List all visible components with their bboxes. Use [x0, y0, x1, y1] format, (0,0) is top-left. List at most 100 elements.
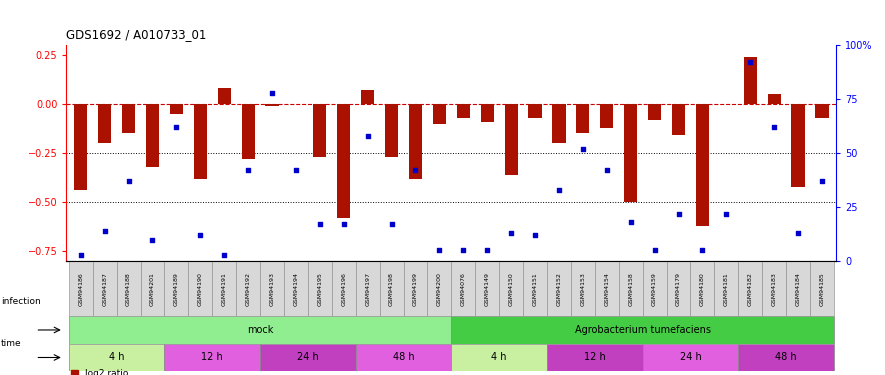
- FancyBboxPatch shape: [404, 261, 427, 316]
- Point: [528, 232, 543, 238]
- Text: GSM94183: GSM94183: [772, 272, 777, 306]
- Text: GSM94154: GSM94154: [604, 272, 609, 306]
- Point: [384, 221, 398, 227]
- Point: [648, 248, 662, 254]
- Legend: log2 ratio, percentile rank within the sample: log2 ratio, percentile rank within the s…: [71, 369, 238, 375]
- FancyBboxPatch shape: [165, 344, 260, 371]
- FancyBboxPatch shape: [212, 261, 236, 316]
- FancyBboxPatch shape: [284, 261, 308, 316]
- Text: GDS1692 / A010733_01: GDS1692 / A010733_01: [66, 28, 207, 41]
- Bar: [337, 104, 350, 218]
- FancyBboxPatch shape: [189, 261, 212, 316]
- Bar: [576, 104, 589, 134]
- Point: [408, 167, 422, 173]
- Point: [73, 252, 88, 258]
- Text: GSM94179: GSM94179: [676, 272, 681, 306]
- Bar: [242, 104, 255, 159]
- Text: GSM94185: GSM94185: [820, 272, 825, 306]
- FancyBboxPatch shape: [332, 261, 356, 316]
- Text: 48 h: 48 h: [393, 352, 414, 363]
- Point: [312, 221, 327, 227]
- Point: [743, 59, 758, 65]
- Text: time: time: [1, 339, 21, 348]
- Point: [169, 124, 183, 130]
- Text: Agrobacterium tumefaciens: Agrobacterium tumefaciens: [574, 325, 711, 335]
- Text: GSM94149: GSM94149: [485, 272, 489, 306]
- Text: infection: infection: [1, 297, 41, 306]
- Text: GSM94150: GSM94150: [509, 272, 513, 306]
- Bar: [696, 104, 709, 226]
- Text: GSM94187: GSM94187: [102, 272, 107, 306]
- FancyBboxPatch shape: [762, 261, 786, 316]
- FancyBboxPatch shape: [738, 261, 762, 316]
- Bar: [504, 104, 518, 175]
- Point: [457, 248, 471, 254]
- FancyBboxPatch shape: [356, 261, 380, 316]
- FancyBboxPatch shape: [619, 261, 643, 316]
- FancyBboxPatch shape: [523, 261, 547, 316]
- Text: GSM94191: GSM94191: [221, 272, 227, 306]
- Text: GSM94197: GSM94197: [366, 272, 370, 306]
- FancyBboxPatch shape: [595, 261, 619, 316]
- Text: GSM94158: GSM94158: [628, 272, 633, 306]
- FancyBboxPatch shape: [451, 316, 834, 344]
- Bar: [552, 104, 566, 143]
- FancyBboxPatch shape: [69, 261, 93, 316]
- Point: [241, 167, 255, 173]
- Text: GSM94153: GSM94153: [581, 272, 585, 306]
- FancyBboxPatch shape: [141, 261, 165, 316]
- Point: [672, 211, 686, 217]
- FancyBboxPatch shape: [499, 261, 523, 316]
- Text: GSM94152: GSM94152: [557, 272, 561, 306]
- FancyBboxPatch shape: [260, 344, 356, 371]
- Text: GSM94198: GSM94198: [389, 272, 394, 306]
- Point: [696, 248, 710, 254]
- Bar: [791, 104, 804, 186]
- Bar: [481, 104, 494, 122]
- Text: GSM94201: GSM94201: [150, 272, 155, 306]
- Text: mock: mock: [247, 325, 273, 335]
- Text: GSM94188: GSM94188: [126, 272, 131, 306]
- Point: [97, 228, 112, 234]
- Text: GSM94196: GSM94196: [342, 272, 346, 306]
- FancyBboxPatch shape: [690, 261, 714, 316]
- FancyBboxPatch shape: [165, 261, 189, 316]
- FancyBboxPatch shape: [451, 261, 475, 316]
- FancyBboxPatch shape: [810, 261, 834, 316]
- Text: 4 h: 4 h: [491, 352, 507, 363]
- FancyBboxPatch shape: [643, 261, 666, 316]
- Text: GSM94190: GSM94190: [197, 272, 203, 306]
- FancyBboxPatch shape: [547, 344, 643, 371]
- Bar: [98, 104, 112, 143]
- Text: 48 h: 48 h: [775, 352, 796, 363]
- Point: [145, 237, 159, 243]
- Bar: [385, 104, 398, 157]
- Point: [217, 252, 231, 258]
- FancyBboxPatch shape: [117, 261, 141, 316]
- Point: [360, 133, 374, 139]
- Bar: [218, 88, 231, 104]
- Bar: [457, 104, 470, 118]
- FancyBboxPatch shape: [475, 261, 499, 316]
- Bar: [266, 104, 279, 106]
- Point: [624, 219, 638, 225]
- FancyBboxPatch shape: [356, 344, 451, 371]
- Point: [481, 248, 495, 254]
- Text: GSM94159: GSM94159: [652, 272, 657, 306]
- Point: [504, 230, 519, 236]
- Point: [265, 90, 279, 96]
- Bar: [815, 104, 828, 118]
- FancyBboxPatch shape: [547, 261, 571, 316]
- Bar: [528, 104, 542, 118]
- Text: 12 h: 12 h: [202, 352, 223, 363]
- Text: GSM94193: GSM94193: [270, 272, 274, 306]
- Text: GSM94199: GSM94199: [413, 272, 418, 306]
- Text: 4 h: 4 h: [109, 352, 124, 363]
- Point: [121, 178, 135, 184]
- FancyBboxPatch shape: [427, 261, 451, 316]
- Text: 24 h: 24 h: [680, 352, 701, 363]
- Point: [289, 167, 303, 173]
- Bar: [170, 104, 183, 114]
- Bar: [74, 104, 88, 190]
- FancyBboxPatch shape: [308, 261, 332, 316]
